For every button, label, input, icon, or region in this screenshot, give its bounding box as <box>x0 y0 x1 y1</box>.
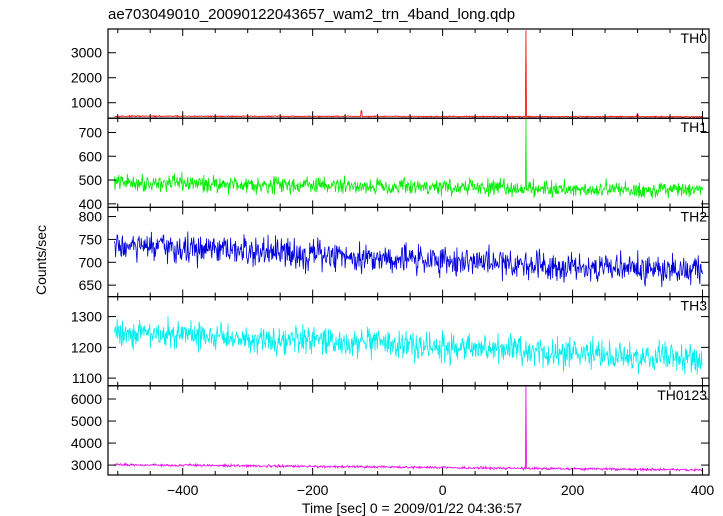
panel-label: TH0123 <box>657 387 707 403</box>
panel-th1: TH1 400 500 600 700 <box>79 117 710 212</box>
panel-label: TH3 <box>681 298 708 314</box>
panel-label: TH2 <box>681 208 708 224</box>
y-axis-label: Counts/sec <box>33 225 49 295</box>
panel-frame <box>107 385 710 476</box>
series-line-th0 <box>114 30 703 119</box>
panel-th0: TH0 1000 2000 3000 <box>71 28 710 119</box>
panel-frame <box>107 117 710 208</box>
y-tick-label: 5000 <box>71 413 102 429</box>
y-tick-label: 800 <box>79 209 103 225</box>
series-line-th2 <box>114 231 703 288</box>
panel-frame <box>107 28 710 119</box>
panel-th0123: TH0123 3000 4000 5000 6000 <box>71 385 710 476</box>
x-tick-label: 400 <box>691 482 715 498</box>
y-tick-label: 1100 <box>72 370 102 386</box>
y-tick-label: 1300 <box>71 309 102 325</box>
panel-label: TH1 <box>681 119 708 135</box>
y-tick-label: 650 <box>79 277 103 293</box>
panel-th2: TH2 650 700 750 800 <box>79 206 710 298</box>
y-tick-label: 2000 <box>71 70 102 86</box>
panel-label: TH0 <box>681 30 708 46</box>
y-tick-label: 3000 <box>71 45 102 61</box>
y-tick-label: 1200 <box>71 339 102 355</box>
chart-panels: TH0100020003000TH1400500600700TH26507007… <box>71 28 714 498</box>
chart-title: ae703049010_20090122043657_wam2_trn_4ban… <box>108 6 515 23</box>
x-tick-label: −400 <box>167 482 199 498</box>
x-tick-label: 0 <box>439 482 447 498</box>
x-axis: −400 −200 0 200 400 <box>167 482 714 498</box>
y-tick-label: 6000 <box>71 391 102 407</box>
series-line-th3 <box>114 316 703 375</box>
series-line-th0123 <box>114 385 703 473</box>
y-tick-label: 700 <box>79 124 103 140</box>
x-tick-label: 200 <box>561 482 585 498</box>
y-tick-label: 4000 <box>71 435 102 451</box>
x-axis-label: Time [sec] 0 = 2009/01/22 04:36:57 <box>302 500 522 516</box>
panel-th3: TH3 1100 1200 1300 <box>71 296 710 387</box>
y-tick-label: 1000 <box>71 95 102 111</box>
y-tick-label: 3000 <box>71 457 102 473</box>
y-tick-label: 400 <box>79 196 103 212</box>
y-tick-label: 500 <box>79 172 103 188</box>
x-tick-label: −200 <box>297 482 329 498</box>
y-tick-label: 600 <box>79 148 103 164</box>
series-line-th1 <box>114 118 703 199</box>
y-tick-label: 750 <box>79 231 103 247</box>
y-tick-label: 700 <box>79 254 103 270</box>
